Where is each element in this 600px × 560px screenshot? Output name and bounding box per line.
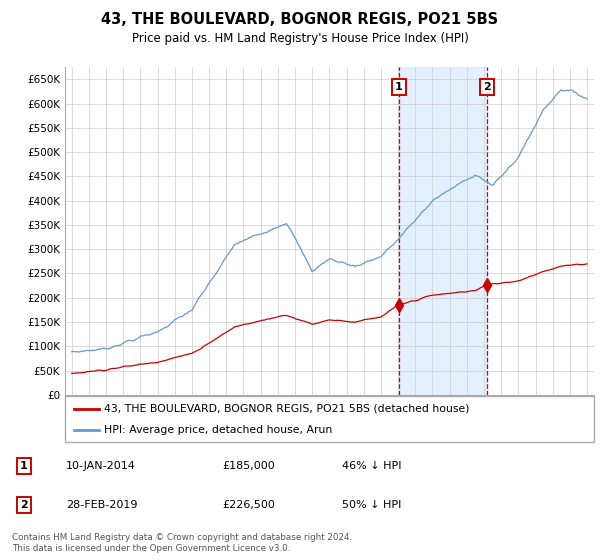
Text: 2: 2 bbox=[483, 82, 491, 92]
Text: £185,000: £185,000 bbox=[222, 461, 275, 471]
Bar bbox=[399, 67, 487, 395]
Text: 28-FEB-2019: 28-FEB-2019 bbox=[66, 500, 137, 510]
Text: 1: 1 bbox=[395, 82, 403, 92]
Text: Contains HM Land Registry data © Crown copyright and database right 2024.
This d: Contains HM Land Registry data © Crown c… bbox=[12, 533, 352, 553]
Text: HPI: Average price, detached house, Arun: HPI: Average price, detached house, Arun bbox=[104, 425, 333, 435]
Text: 46% ↓ HPI: 46% ↓ HPI bbox=[342, 461, 401, 471]
Text: Price paid vs. HM Land Registry's House Price Index (HPI): Price paid vs. HM Land Registry's House … bbox=[131, 32, 469, 45]
Text: 43, THE BOULEVARD, BOGNOR REGIS, PO21 5BS (detached house): 43, THE BOULEVARD, BOGNOR REGIS, PO21 5B… bbox=[104, 404, 470, 414]
Text: £226,500: £226,500 bbox=[222, 500, 275, 510]
Text: 1: 1 bbox=[20, 461, 28, 471]
Text: 10-JAN-2014: 10-JAN-2014 bbox=[66, 461, 136, 471]
Text: 2: 2 bbox=[20, 500, 28, 510]
Text: 50% ↓ HPI: 50% ↓ HPI bbox=[342, 500, 401, 510]
FancyBboxPatch shape bbox=[65, 396, 594, 442]
Text: 43, THE BOULEVARD, BOGNOR REGIS, PO21 5BS: 43, THE BOULEVARD, BOGNOR REGIS, PO21 5B… bbox=[101, 12, 499, 27]
